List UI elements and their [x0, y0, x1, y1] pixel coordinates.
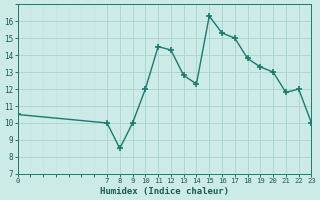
X-axis label: Humidex (Indice chaleur): Humidex (Indice chaleur) [100, 187, 229, 196]
